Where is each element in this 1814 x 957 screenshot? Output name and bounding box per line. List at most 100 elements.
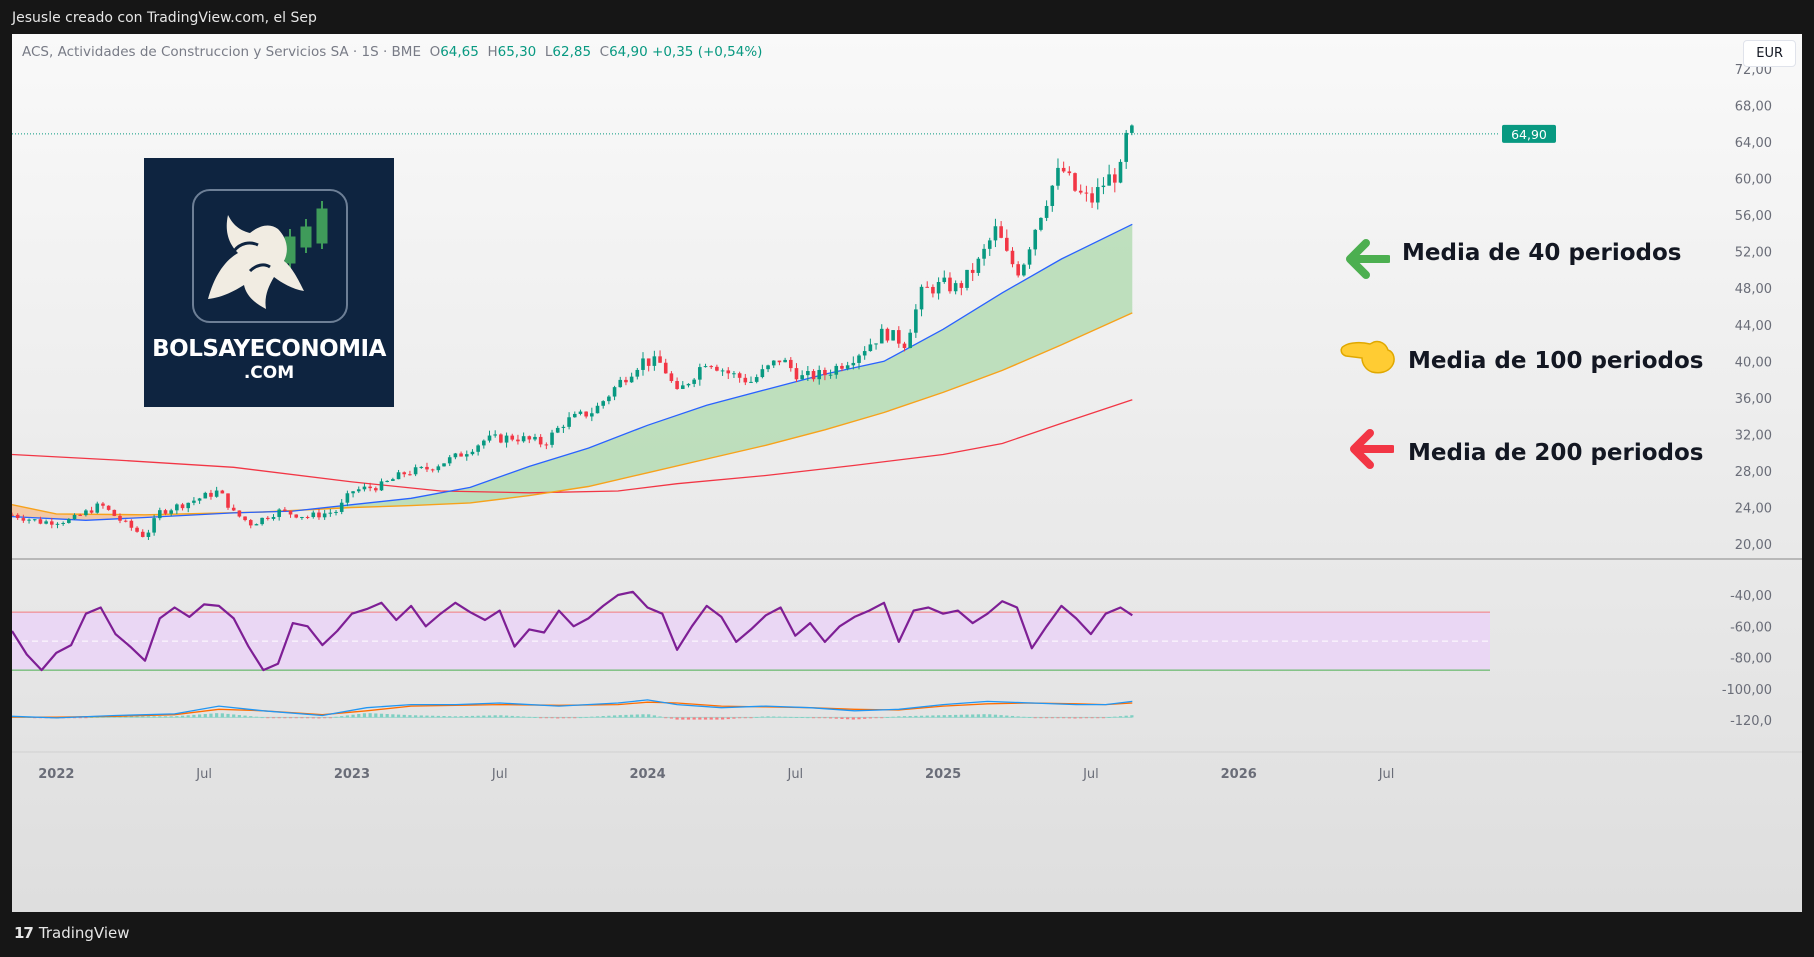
candle-body [487, 435, 492, 441]
macd-hist-bar [749, 717, 753, 719]
candle-body [646, 358, 651, 366]
price-chart[interactable]: 64,9072,0068,0064,0060,0056,0052,0048,00… [12, 34, 1802, 912]
candle-body [635, 369, 640, 377]
candle-body [44, 521, 48, 524]
candle-body [879, 328, 884, 344]
macd-hist-bar [419, 715, 423, 718]
symbol-legend[interactable]: ACS, Actividades de Construccion y Servi… [22, 44, 762, 60]
macd-signal-line [12, 701, 1133, 718]
candle-body [84, 510, 88, 516]
tradingview-logo[interactable]: 17 TradingView [14, 924, 130, 942]
candle-body [607, 396, 611, 402]
macd-hist-bar [141, 716, 145, 718]
candle-body [1113, 174, 1117, 183]
macd-hist-bar [362, 713, 367, 718]
price-tick-label: 60,00 [1735, 173, 1772, 188]
candle-body [1061, 167, 1066, 172]
candle-body [368, 486, 372, 489]
time-tick-label: 2024 [629, 767, 665, 782]
macd-hist-bar [1090, 717, 1094, 719]
macd-hist-bar [408, 715, 412, 718]
candle-body [516, 439, 520, 442]
candle-body [476, 445, 480, 452]
candle-body [834, 365, 839, 375]
price-tick-label: 56,00 [1735, 209, 1772, 224]
macd-hist-bar [527, 716, 531, 718]
candle-body [419, 466, 424, 468]
macd-hist-bar [266, 717, 270, 719]
macd-hist-bar [1067, 717, 1071, 719]
price-tick-label: 52,00 [1735, 246, 1772, 261]
candle-body [1005, 237, 1009, 251]
macd-hist-bar [487, 715, 492, 718]
macd-hist-bar [533, 717, 537, 718]
macd-hist-bar [95, 716, 99, 718]
candle-body [169, 510, 173, 514]
candle-body [231, 507, 236, 511]
macd-hist-bar [340, 716, 344, 718]
candle-body [1016, 264, 1020, 276]
candle-body [391, 479, 395, 481]
candle-body [521, 436, 526, 442]
candle-body [578, 411, 583, 414]
price-tick-label: 68,00 [1735, 100, 1772, 115]
candle-body [771, 360, 776, 366]
macd-hist-bar [925, 715, 929, 718]
candle-body [914, 309, 918, 333]
ohlc-open: 64,65 [440, 44, 479, 60]
macd-hist-bar [186, 715, 190, 718]
candle-body [220, 490, 225, 494]
price-tick-label: 28,00 [1735, 465, 1772, 480]
macd-hist-bar [215, 713, 219, 718]
macd-hist-bar [368, 713, 372, 718]
macd-hist-bar [573, 717, 577, 719]
macd-line [12, 699, 1133, 719]
candle-body [959, 283, 964, 288]
macd-hist-bar [175, 716, 179, 718]
candle-body [823, 369, 827, 376]
tradingview-brand: TradingView [38, 924, 130, 942]
macd-hist-bar [357, 713, 361, 718]
candle-body [840, 365, 844, 369]
macd-hist-bar [863, 717, 867, 719]
candle-body [442, 463, 446, 467]
time-tick-label: 2026 [1221, 767, 1257, 782]
ohlc-high-label: H [487, 44, 498, 60]
candle-body [243, 516, 247, 521]
candle-body [976, 258, 981, 273]
price-tick-label: 64,00 [1735, 136, 1772, 151]
chart-frame[interactable]: 64,90 72,00 68,00 64,00 60,00 56,00 52,00 48,00… [12, 34, 1802, 912]
candle-body [590, 413, 594, 417]
candle-body [948, 277, 952, 292]
candle-body [891, 330, 895, 341]
currency-button[interactable]: EUR [1743, 40, 1796, 67]
macd-hist-bar [544, 717, 548, 719]
rsi-tick-label: -40,00 [1730, 589, 1772, 604]
macd-hist-bar [465, 716, 469, 718]
candle-body [1010, 250, 1015, 265]
candle-body [175, 504, 179, 511]
candle-body [15, 514, 20, 519]
candle-body [897, 330, 901, 344]
macd-hist-bar [800, 717, 804, 718]
macd-hist-bar [720, 717, 725, 720]
candle-body [311, 512, 316, 518]
macd-hist-bar [396, 714, 401, 718]
macd-hist-bar [726, 717, 730, 720]
candle-body [806, 371, 810, 376]
candle-body [436, 466, 441, 471]
macd-hist-bar [601, 716, 605, 718]
candle-body [214, 490, 219, 497]
candle-body [908, 332, 912, 349]
candle-body [300, 516, 304, 518]
macd-hist-bar [334, 716, 338, 718]
logo-text-sub: .COM [243, 363, 295, 383]
candle-body [595, 405, 600, 414]
candle-body [49, 521, 54, 525]
candle-body [1067, 171, 1072, 174]
candle-body [254, 524, 259, 526]
red-arrow-icon [1350, 429, 1394, 469]
macd-hist-bar [959, 714, 963, 718]
macd-hist-bar [1022, 716, 1026, 718]
candle-body [27, 519, 31, 521]
